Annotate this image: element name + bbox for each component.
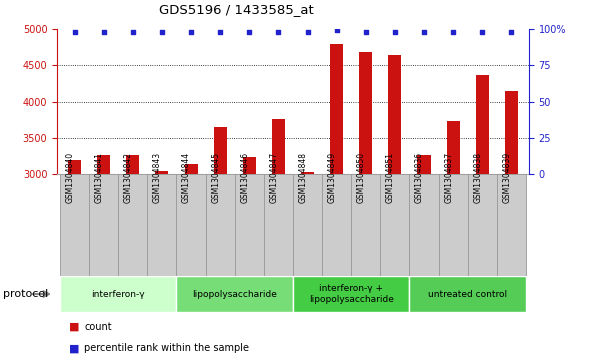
Point (361, 29, 371, 35)
Bar (272, 119, 285, 174)
Text: GSM1304847: GSM1304847 (269, 152, 278, 203)
Bar (185, 164, 198, 174)
Bar (243, 157, 256, 174)
Text: GSM1304848: GSM1304848 (299, 152, 308, 203)
Text: interferon-γ: interferon-γ (91, 290, 145, 298)
Bar (439, 174, 468, 276)
Bar (293, 276, 409, 312)
Bar (418, 155, 430, 174)
Bar (351, 174, 380, 276)
Point (390, 29, 400, 35)
Text: GSM1304851: GSM1304851 (386, 152, 395, 203)
Point (303, 29, 313, 35)
Bar (177, 276, 293, 312)
Bar (118, 174, 147, 276)
Text: GSM1304843: GSM1304843 (153, 152, 162, 203)
Text: GSM1304844: GSM1304844 (182, 152, 191, 203)
Text: GSM1304846: GSM1304846 (240, 152, 249, 203)
Bar (147, 174, 177, 276)
Bar (468, 174, 497, 276)
Bar (97, 155, 110, 174)
Bar (447, 121, 460, 174)
Text: count: count (84, 322, 112, 332)
Text: protocol: protocol (3, 289, 48, 299)
Point (477, 29, 487, 35)
Point (186, 29, 196, 35)
Bar (264, 174, 293, 276)
Point (128, 29, 138, 35)
Text: untreated control: untreated control (428, 290, 507, 298)
Point (273, 29, 283, 35)
Bar (235, 174, 264, 276)
Bar (60, 174, 89, 276)
Bar (322, 174, 351, 276)
Text: ■: ■ (69, 343, 79, 354)
Text: ■: ■ (69, 322, 79, 332)
Bar (388, 55, 401, 174)
Point (507, 29, 516, 35)
Text: GSM1304845: GSM1304845 (211, 152, 220, 203)
Bar (505, 91, 518, 174)
Bar (476, 75, 489, 174)
Text: GSM1304850: GSM1304850 (357, 152, 366, 203)
Bar (206, 174, 235, 276)
Point (215, 29, 225, 35)
Point (245, 29, 254, 35)
Text: GSM1304837: GSM1304837 (444, 152, 453, 203)
Point (332, 28, 341, 33)
Bar (177, 174, 206, 276)
Bar (156, 171, 168, 174)
Text: percentile rank within the sample: percentile rank within the sample (84, 343, 249, 354)
Point (70, 29, 79, 35)
Bar (213, 127, 227, 174)
Text: GSM1304840: GSM1304840 (66, 152, 75, 203)
Text: GSM1304841: GSM1304841 (95, 152, 104, 203)
Bar (497, 174, 526, 276)
Bar (60, 276, 177, 312)
Point (157, 29, 166, 35)
Point (448, 29, 458, 35)
Point (99, 29, 109, 35)
Bar (330, 44, 343, 174)
Text: lipopolysaccharide: lipopolysaccharide (192, 290, 277, 298)
Text: GSM1304849: GSM1304849 (328, 152, 337, 203)
Bar (380, 174, 409, 276)
Text: interferon-γ +
lipopolysaccharide: interferon-γ + lipopolysaccharide (309, 284, 394, 304)
Text: GSM1304839: GSM1304839 (502, 152, 511, 203)
Text: GSM1304842: GSM1304842 (124, 152, 133, 203)
Text: GSM1304836: GSM1304836 (415, 152, 424, 203)
Bar (359, 52, 373, 174)
Bar (409, 276, 526, 312)
Point (419, 29, 429, 35)
Bar (89, 174, 118, 276)
Bar (301, 172, 314, 174)
Text: GSM1304838: GSM1304838 (473, 152, 482, 203)
Bar (293, 174, 322, 276)
Bar (68, 160, 81, 174)
Bar (126, 155, 139, 174)
Bar (409, 174, 439, 276)
Text: GDS5196 / 1433585_at: GDS5196 / 1433585_at (159, 3, 314, 16)
